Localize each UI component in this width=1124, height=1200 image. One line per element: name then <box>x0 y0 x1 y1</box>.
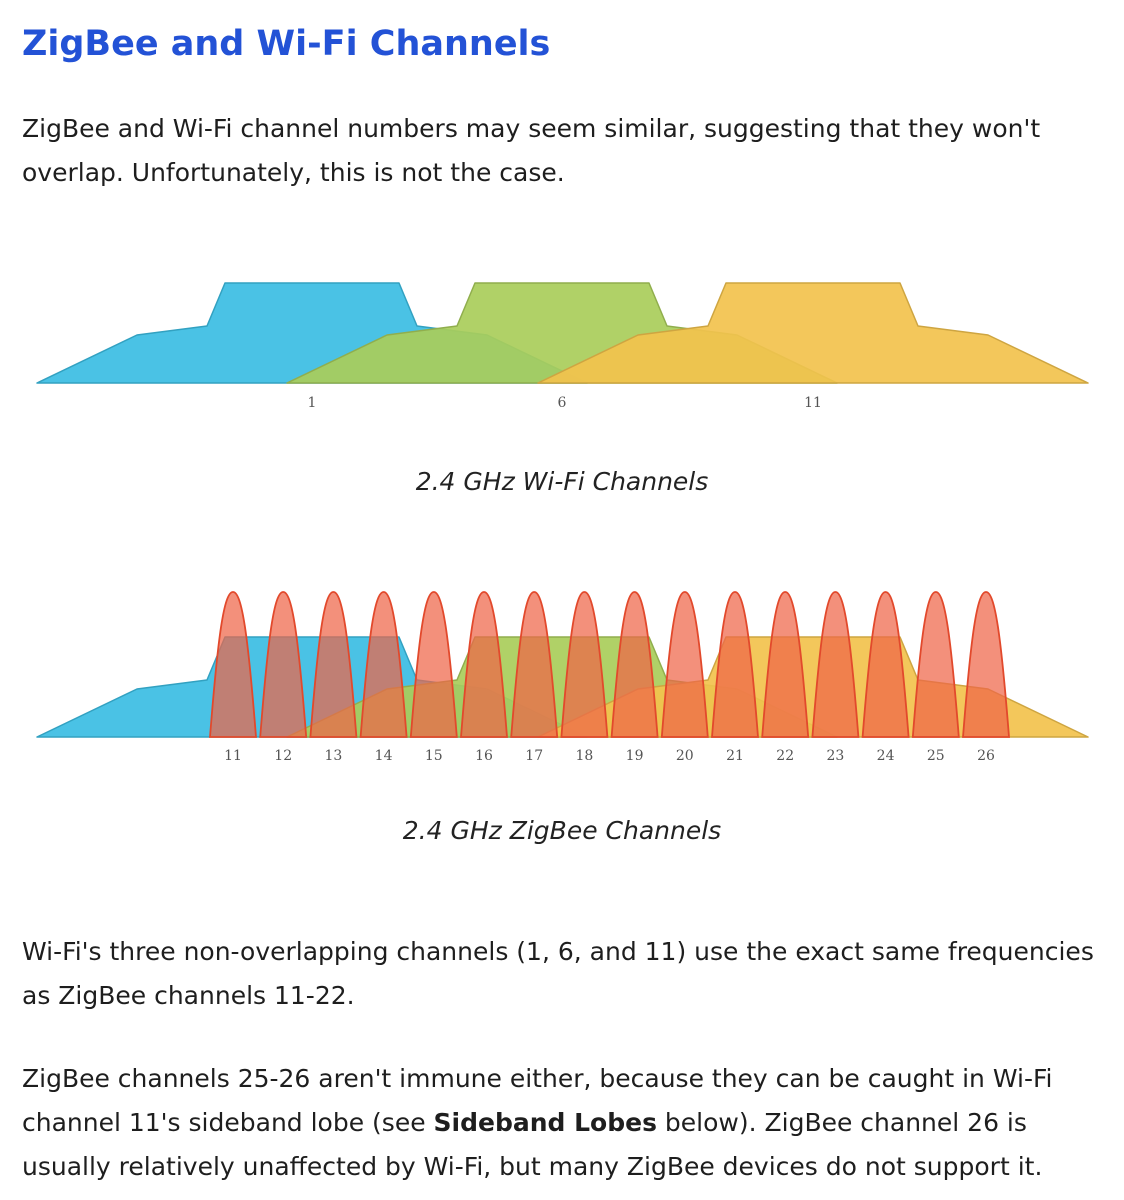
zigbee-channel-18-label: 18 <box>575 748 593 764</box>
intro-paragraph: ZigBee and Wi-Fi channel numbers may see… <box>22 114 1041 187</box>
zigbee-channel-16-label: 16 <box>475 748 493 764</box>
wifi-channel-1-label: 1 <box>308 395 317 411</box>
zigbee-channel-21-label: 21 <box>726 748 744 764</box>
zigbee-channel-13-lobe <box>309 591 358 738</box>
zigbee-channel-23-label: 23 <box>826 748 844 764</box>
zigbee-channel-16-lobe <box>460 591 508 738</box>
zigbee-channel-14-lobe <box>359 591 408 738</box>
zigbee-channel-26-lobe <box>962 591 1010 738</box>
zigbee-channel-11-label: 11 <box>224 748 242 764</box>
zigbee-channel-22-label: 22 <box>776 748 794 764</box>
zigbee-channel-25-label: 25 <box>927 748 945 764</box>
zigbee-figure-caption: 2.4 GHz ZigBee Channels <box>402 816 722 845</box>
zigbee-channel-25-lobe <box>911 591 960 738</box>
zigbee-channel-18-lobe <box>560 591 609 738</box>
zigbee-channels-diagram: 11 12 13 14 15 16 17 18 19 20 21 22 23 24 25 26 <box>36 591 1089 764</box>
zigbee-channel-19-label: 19 <box>626 748 644 764</box>
zigbee-channel-17-lobe <box>510 591 559 738</box>
wifi-channels-figure: 1 6 11 <box>30 270 1095 420</box>
wifi-channels-diagram: 1 6 11 <box>36 282 1089 411</box>
zigbee-channel-15-lobe <box>409 591 458 738</box>
zigbee-channel-19-lobe <box>610 591 659 738</box>
zigbee-channel-15-label: 15 <box>425 748 443 764</box>
wifi-figure-caption: 2.4 GHz Wi-Fi Channels <box>415 467 709 496</box>
sideband-paragraph: ZigBee channels 25-26 aren't immune eith… <box>22 1057 1107 1189</box>
zigbee-channel-11-lobe <box>209 591 257 738</box>
wifi-channel-11-label: 11 <box>804 395 822 411</box>
sideband-text-before: ZigBee channels 25-26 aren't immune eith… <box>22 1064 1053 1137</box>
zigbee-channel-20-lobe <box>660 591 709 738</box>
zigbee-channel-12-label: 12 <box>274 748 292 764</box>
sideband-text-after: below). ZigBee channel 26 is usually rel… <box>22 1108 1043 1181</box>
zigbee-channel-26-label: 26 <box>977 748 995 764</box>
zigbee-channel-20-label: 20 <box>676 748 694 764</box>
zigbee-channel-17-label: 17 <box>525 748 543 764</box>
zigbee-channel-21-lobe <box>711 591 759 738</box>
zigbee-channel-12-lobe <box>259 591 308 738</box>
zigbee-channel-14-label: 14 <box>375 748 393 764</box>
zigbee-channel-23-lobe <box>811 591 860 738</box>
zigbee-channel-22-lobe <box>761 591 810 738</box>
zigbee-channel-13-label: 13 <box>324 748 342 764</box>
zigbee-channels-figure: 11 12 13 14 15 16 17 18 19 20 21 22 23 24 25 26 <box>30 580 1095 770</box>
overlap-paragraph: Wi-Fi's three non-overlapping channels (… <box>22 937 1094 1010</box>
wifi-channel-11-mask <box>537 282 1089 384</box>
sideband-lobes-link-text: Sideband Lobes <box>433 1108 657 1137</box>
page-title: ZigBee and Wi-Fi Channels <box>22 24 551 64</box>
wifi-channel-6-label: 6 <box>558 395 567 411</box>
zigbee-channel-24-label: 24 <box>877 748 895 764</box>
zigbee-channel-24-lobe <box>861 591 910 738</box>
